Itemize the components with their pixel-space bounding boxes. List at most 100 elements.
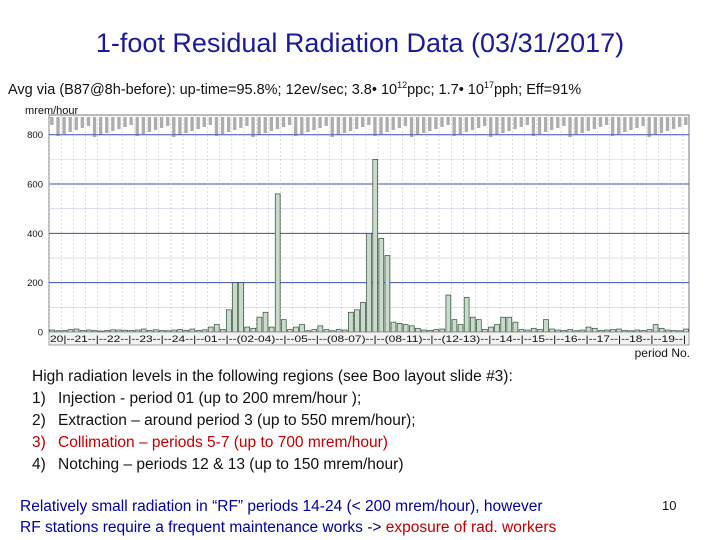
device-label-mark [391, 117, 395, 130]
device-label-mark [629, 117, 633, 130]
bar [262, 311, 269, 333]
device-label-mark [452, 117, 456, 136]
bar [372, 159, 379, 333]
notes-block: High radiation levels in the following r… [32, 366, 513, 476]
note-item: 1) Injection - period 01 (up to 200 mrem/… [32, 388, 513, 410]
device-label-mark [531, 117, 536, 136]
device-label-mark [263, 117, 267, 133]
device-label-mark [397, 117, 401, 128]
bar [396, 323, 403, 333]
device-label-mark [336, 117, 341, 135]
device-label-mark [482, 117, 487, 126]
device-label-mark [537, 117, 542, 134]
subtitle-part: ppc; 1.7• 10 [407, 81, 484, 98]
bar [402, 324, 409, 333]
device-label-mark [373, 117, 377, 136]
device-label-mark [610, 117, 615, 136]
footer-line-1: Relatively small radiation in “RF” perio… [20, 498, 543, 515]
device-label-mark [659, 117, 664, 133]
device-label-mark [190, 117, 194, 131]
device-label-mark [166, 117, 170, 126]
bar [73, 328, 80, 333]
device-label-mark [586, 117, 590, 131]
device-label-mark [598, 117, 603, 127]
device-label-mark [330, 117, 334, 137]
device-label-mark [671, 117, 676, 129]
device-label-mark [342, 117, 347, 133]
bar [384, 255, 391, 333]
device-label-mark [287, 117, 292, 125]
device-label-mark [550, 117, 554, 130]
device-label-mark [324, 117, 328, 126]
device-label-mark [470, 117, 475, 130]
bar [488, 326, 494, 333]
device-label-mark [568, 117, 572, 137]
device-label-mark [196, 117, 200, 129]
device-label-mark [415, 117, 420, 135]
note-item: 4) Notching – periods 12 & 13 (up to 150 … [32, 454, 513, 476]
bar [244, 326, 251, 333]
device-label-mark [147, 117, 152, 132]
note-item: 3) Collimation – periods 5-7 (up to 700 m… [32, 432, 513, 454]
bar [378, 237, 385, 333]
bar [652, 324, 659, 333]
device-label-mark [172, 117, 176, 137]
bar [232, 282, 238, 333]
subtitle-part: pph; Eff=91% [493, 81, 582, 98]
device-label-mark [129, 117, 133, 125]
note-text: Collimation – periods 5-7 (up to 700 mre… [58, 434, 388, 451]
footer-block: Relatively small radiation in “RF” perio… [20, 496, 556, 538]
device-label-mark [641, 117, 645, 126]
device-label-mark [245, 117, 249, 126]
device-label-mark [678, 117, 682, 127]
bar [616, 328, 622, 333]
bar [469, 316, 476, 333]
device-label-mark [367, 117, 371, 125]
device-label-mark [123, 117, 127, 127]
device-label-mark [306, 117, 310, 132]
bar [494, 324, 500, 333]
device-label-mark [135, 117, 139, 136]
device-label-mark [153, 117, 158, 130]
y-tick-label: 0 [38, 328, 43, 339]
bar [543, 319, 549, 333]
device-label-mark [422, 117, 426, 133]
y-tick-label: 800 [27, 130, 43, 141]
note-number: 2) [32, 412, 46, 429]
bar [463, 297, 470, 333]
device-label-mark [361, 117, 365, 127]
device-label-mark [80, 117, 85, 128]
bar [585, 326, 592, 333]
device-label-mark [556, 117, 560, 128]
device-label-mark [458, 117, 462, 134]
device-label-mark [525, 117, 529, 125]
bar [317, 325, 324, 333]
device-label-mark [220, 117, 225, 134]
device-label-mark [543, 117, 548, 132]
bar [439, 328, 446, 333]
bar [268, 326, 275, 333]
device-label-mark [507, 117, 511, 131]
page-number: 10 [662, 498, 677, 513]
device-label-mark [226, 117, 231, 132]
y-tick-label: 200 [27, 278, 43, 289]
bar [348, 311, 354, 333]
footer-line-2: RF stations require a frequent maintenan… [20, 517, 556, 538]
device-label-mark [623, 117, 627, 132]
device-label-mark [446, 117, 450, 125]
bar [250, 327, 257, 333]
device-label-mark [318, 117, 322, 128]
note-text: Extraction – around period 3 (up to 550 … [58, 412, 416, 429]
bar [140, 328, 147, 333]
device-label-mark [409, 117, 414, 137]
device-label-mark [111, 117, 115, 131]
subtitle-exponent: 12 [397, 80, 408, 90]
bar [360, 302, 366, 333]
device-label-mark [354, 117, 359, 129]
bar [226, 309, 232, 333]
bar [530, 327, 537, 333]
device-label-mark [653, 117, 657, 135]
bar [476, 319, 482, 333]
note-text: Notching – periods 12 & 13 (up to 150 mr… [58, 456, 404, 473]
device-label-mark [208, 117, 213, 125]
